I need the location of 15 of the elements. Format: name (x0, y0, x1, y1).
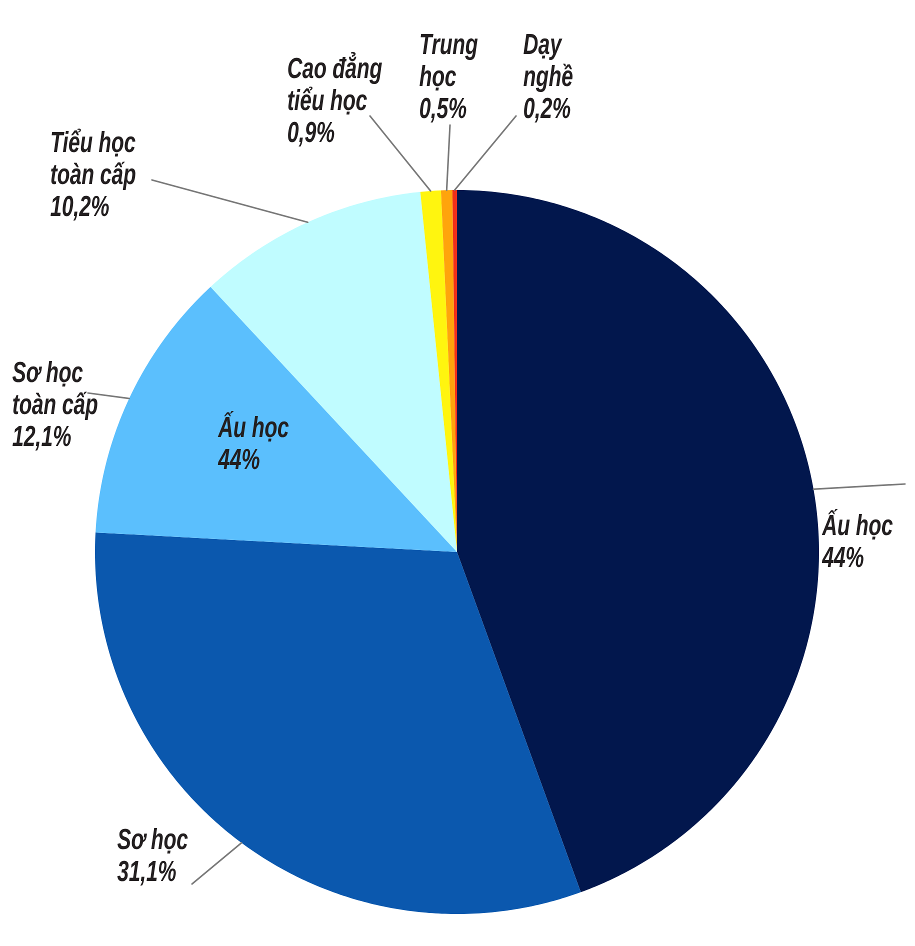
text: Ấu học 44% (218, 411, 289, 470)
data-label: 0,2% (524, 98, 570, 122)
data-label: 12,1% (12, 426, 71, 450)
data-label: 10,2% (50, 196, 109, 220)
slice-label: Ấu học (822, 509, 893, 540)
data-label: 0,5% (420, 98, 466, 122)
slice-label: Sơ học toàn cấp (12, 360, 98, 420)
slice-label: Sơ học (117, 828, 188, 854)
slice-label: Tiểu học toàn cấp (51, 128, 136, 190)
slice-label: Trung học (420, 34, 478, 90)
data-label: 44% (822, 546, 864, 568)
slice-label: Cao đẳng tiểu học (288, 52, 382, 114)
slice-label: Dạy nghề (524, 34, 573, 92)
data-label: 31,1% (117, 860, 176, 886)
data-label: 0,9% (288, 122, 334, 146)
